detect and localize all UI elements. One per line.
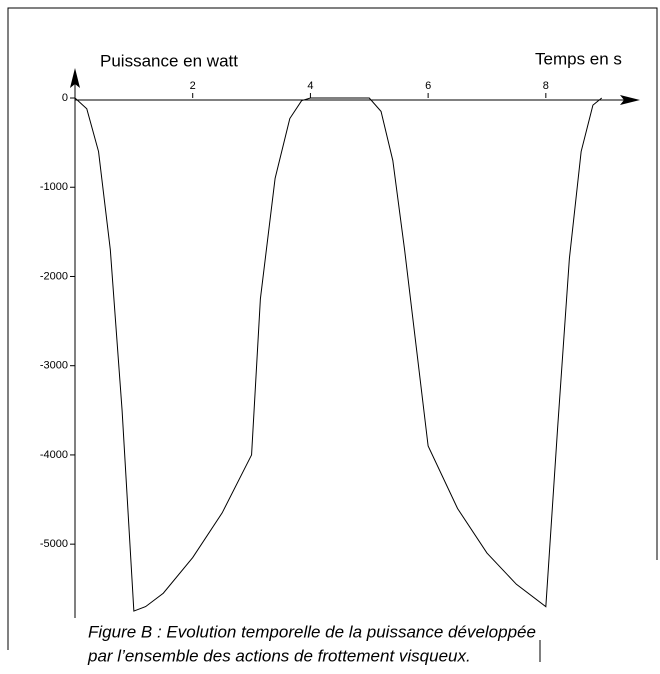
y-tick-label: -5000 xyxy=(40,538,68,550)
y-axis-label: Puissance en watt xyxy=(100,51,238,70)
frame xyxy=(7,7,658,650)
y-tick-label: 0 xyxy=(62,92,68,104)
x-tick-label: 4 xyxy=(307,80,313,92)
x-arrow xyxy=(620,95,640,105)
y-tick-label: -4000 xyxy=(40,449,68,461)
x-tick-label: 2 xyxy=(190,80,196,92)
caption: Figure B : Evolution temporelle de la pu… xyxy=(88,622,536,641)
y-tick-label: -2000 xyxy=(40,270,68,282)
caption: par l’ensemble des actions de frottement… xyxy=(87,646,471,665)
x-axis-label: Temps en s xyxy=(535,49,622,68)
x-tick-label: 8 xyxy=(543,80,549,92)
x-tick-label: 6 xyxy=(425,80,431,92)
y-tick-label: -1000 xyxy=(40,181,68,193)
y-tick-label: -3000 xyxy=(40,360,68,372)
y-arrow xyxy=(70,68,80,88)
line xyxy=(74,97,603,612)
